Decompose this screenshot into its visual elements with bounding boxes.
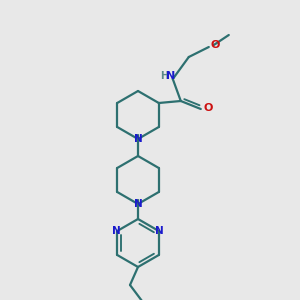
Text: N: N xyxy=(112,226,121,236)
Text: O: O xyxy=(210,40,220,50)
Text: O: O xyxy=(203,103,212,113)
Text: N: N xyxy=(155,226,164,236)
Text: N: N xyxy=(166,71,176,81)
Text: N: N xyxy=(134,199,142,209)
Text: H: H xyxy=(160,71,168,81)
Text: N: N xyxy=(134,134,142,144)
